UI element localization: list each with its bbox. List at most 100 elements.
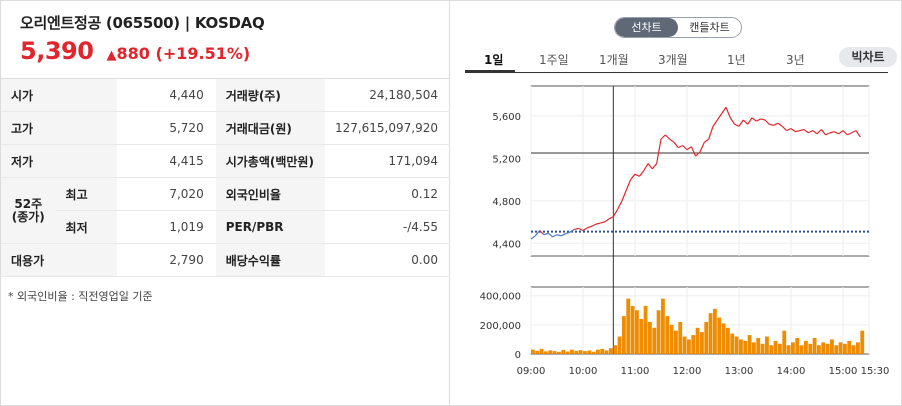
price-line-segment <box>621 189 627 201</box>
volume-bar <box>769 345 774 354</box>
volume-bar <box>821 342 826 354</box>
price-line-segment <box>600 221 605 224</box>
label-52week-high: 최고 <box>55 177 117 211</box>
price-line-segment <box>764 119 770 125</box>
volume-bar <box>856 342 860 354</box>
volume-bar <box>561 349 566 354</box>
price-line-segment <box>547 232 554 238</box>
price-line-segment <box>690 146 697 157</box>
volume-bar <box>838 342 843 354</box>
change-value: 880 <box>116 44 150 63</box>
volume-bar <box>622 316 626 354</box>
price-line-segment <box>669 138 675 143</box>
label-trade-amount: 거래대금(원) <box>215 111 325 145</box>
volume-bar <box>717 317 722 354</box>
volume-bar <box>665 316 670 354</box>
volume-bar <box>825 343 830 354</box>
volume-bar <box>860 330 865 354</box>
price-line-segment <box>608 216 614 220</box>
price-line-segment <box>651 163 658 170</box>
volume-bar <box>708 313 713 354</box>
price-line-segment <box>786 127 792 132</box>
volume-bar <box>682 336 687 354</box>
price-line-segment <box>678 144 683 149</box>
price-line-segment <box>738 119 744 127</box>
x-tick-label: 14:00 <box>777 366 806 377</box>
price-line-segment <box>808 130 813 134</box>
price-line-segment <box>539 230 545 236</box>
value-open: 4,440 <box>116 78 216 112</box>
volume-bar <box>635 310 639 354</box>
price-line-segment <box>574 227 579 231</box>
price-line-segment <box>565 231 571 235</box>
x-tick-label: 09:00 <box>517 366 546 377</box>
price-line-segment <box>587 225 592 229</box>
price-line-segment <box>816 129 822 135</box>
volume-bar <box>773 340 778 354</box>
tab-1year[interactable]: 1년 <box>727 53 746 67</box>
price-line-segment <box>781 125 788 132</box>
price-line-segment <box>552 234 558 238</box>
price-line-segment <box>829 131 835 134</box>
volume-bar <box>531 349 535 354</box>
big-chart-button[interactable]: 빅차트 <box>839 47 897 67</box>
volume-bar <box>578 350 583 354</box>
table-row: 대용가 2,790 배당수익률 0.00 <box>1 243 450 277</box>
price-line-segment <box>647 163 653 170</box>
volume-bar <box>812 337 817 354</box>
price-line-segment <box>582 227 588 232</box>
price-line-segment <box>699 142 705 153</box>
volume-bar <box>557 351 561 354</box>
volume-bar <box>630 305 635 354</box>
volume-bar <box>834 345 839 354</box>
price-line-segment <box>561 233 566 237</box>
price-line-segment <box>760 118 766 121</box>
volume-bar <box>743 340 748 354</box>
volume-bar <box>786 345 791 354</box>
value-market-cap: 171,094 <box>324 144 450 178</box>
chart-panel: 선차트 캔들차트 1일 1주일 1개월 3개월 1년 3년 빅차트 09:00 1… <box>451 1 901 405</box>
volume-bar <box>734 336 739 354</box>
price-line-segment <box>569 228 575 233</box>
stock-title: 오리엔트정공 (065500) | KOSDAQ <box>20 14 265 32</box>
up-triangle-icon: ▲ <box>106 48 117 63</box>
price-line-segment <box>617 200 623 210</box>
price-tick-label: 4,400 <box>492 239 521 250</box>
line-chart-button[interactable]: 선차트 <box>615 18 678 37</box>
tab-3month[interactable]: 3개월 <box>658 53 688 67</box>
table-row: 고가 5,720 거래대금(원) 127,615,097,920 <box>1 111 450 145</box>
price-line-segment <box>660 134 666 140</box>
volume-bar <box>721 323 726 354</box>
table-row: 시가 4,440 거래량(주) 24,180,504 <box>1 78 450 112</box>
price-line-segment <box>534 230 541 237</box>
volume-bar <box>574 350 579 354</box>
candle-chart-button[interactable]: 캔들차트 <box>689 21 730 34</box>
tab-1week[interactable]: 1주일 <box>539 53 569 67</box>
price-line-segment <box>729 117 736 125</box>
value-dividend-yield: 0.00 <box>324 243 450 277</box>
chart-type-toggle: 선차트 캔들차트 <box>614 17 742 38</box>
tab-3year[interactable]: 3년 <box>786 53 805 67</box>
price-line-segment <box>578 227 584 232</box>
price-line-segment <box>777 122 783 127</box>
x-tick-label: 12:00 <box>673 366 702 377</box>
price-line-segment <box>799 128 805 132</box>
volume-bar <box>626 298 631 354</box>
label-52week: 52주 (종가) <box>1 177 56 244</box>
price-line-segment <box>820 129 827 136</box>
volume-bar <box>804 340 808 354</box>
label-volume: 거래량(주) <box>215 78 325 112</box>
volume-bar <box>565 351 570 354</box>
tab-1month[interactable]: 1개월 <box>599 53 629 67</box>
price-line-segment <box>682 145 688 151</box>
volume-bar <box>674 330 678 354</box>
tab-1day[interactable]: 1일 <box>484 53 504 67</box>
volume-bar <box>570 349 574 354</box>
value-52week-low: 1,019 <box>116 210 216 244</box>
x-tick-label: 15:00 <box>829 366 858 377</box>
price-line-segment <box>703 138 710 143</box>
stock-info-panel: 오리엔트정공 (065500) | KOSDAQ 5,390 ▲880 (+19… <box>1 1 450 405</box>
change-percent: (+19.51%) <box>155 44 251 63</box>
price-tick-label: 5,200 <box>492 154 521 165</box>
volume-bar <box>765 336 769 354</box>
